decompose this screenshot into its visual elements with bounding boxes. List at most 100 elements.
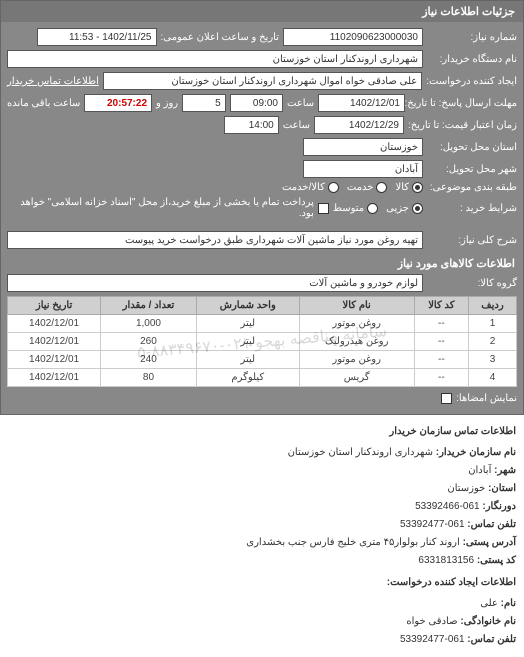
f-zip-label: کد پستی:	[477, 555, 516, 566]
treasury-checkbox[interactable]	[318, 203, 329, 214]
table-cell: --	[414, 333, 468, 351]
table-cell: 1,000	[101, 315, 197, 333]
f-zip: 6331813156	[418, 555, 474, 566]
table-row: 3--روغن موتورلیتر2401402/12/01	[8, 351, 517, 369]
province-field: خوزستان	[303, 138, 423, 156]
f-prov: خوزستان	[447, 483, 485, 494]
footer-section2: اطلاعات ایجاد کننده درخواست:	[8, 574, 516, 592]
valid-time: 14:00	[224, 116, 279, 134]
table-cell: لیتر	[196, 333, 299, 351]
table-header: ردیف	[469, 297, 517, 315]
city-field: آبادان	[303, 160, 423, 178]
buyer-org-label: نام دستگاه خریدار:	[427, 54, 517, 65]
table-cell: روغن هیدرولیک	[299, 333, 414, 351]
table-cell: 2	[469, 333, 517, 351]
radio-minor[interactable]	[412, 203, 423, 214]
subject-type-label: طبقه بندی موضوعی:	[427, 182, 517, 193]
f-fname-label: نام:	[501, 598, 516, 609]
f-fname: علی	[480, 598, 498, 609]
table-cell: 1402/12/01	[8, 369, 101, 387]
f-tel: 061-53392477	[400, 519, 465, 530]
table-header: نام کالا	[299, 297, 414, 315]
f-lname-label: نام خانوادگی:	[460, 616, 516, 627]
f-addr-label: آدرس پستی:	[463, 537, 516, 548]
radio-service-label: خدمت	[347, 182, 374, 193]
group-label: گروه کالا:	[427, 278, 517, 289]
valid-date: 1402/12/29	[314, 116, 404, 134]
panel-title: جزئیات اطلاعات نیاز	[1, 1, 523, 22]
details-panel: جزئیات اطلاعات نیاز شماره نیاز: 11020906…	[0, 0, 524, 415]
table-cell: 80	[101, 369, 197, 387]
signature-checkbox[interactable]	[441, 393, 452, 404]
table-cell: 1402/12/01	[8, 351, 101, 369]
radio-minor-label: جزیی	[386, 203, 409, 214]
table-header: واحد شمارش	[196, 297, 299, 315]
f-city: آبادان	[468, 465, 491, 476]
announce-label: تاریخ و ساعت اعلان عمومی:	[161, 32, 280, 43]
desc-field: تهیه روغن مورد نیاز ماشین آلات شهرداری ط…	[7, 231, 423, 249]
table-cell: 4	[469, 369, 517, 387]
table-cell: --	[414, 351, 468, 369]
treasury-note: پرداخت تمام یا بخشی از مبلغ خرید،از محل …	[7, 197, 314, 219]
goods-section-title: اطلاعات کالاهای مورد نیاز	[7, 253, 517, 274]
req-no-field: 1102090623000030	[283, 28, 423, 46]
goods-table: ردیفکد کالانام کالاواحد شمارشتعداد / مقد…	[7, 296, 517, 387]
table-header: کد کالا	[414, 297, 468, 315]
table-cell: 240	[101, 351, 197, 369]
table-row: 1--روغن موتورلیتر1,0001402/12/01	[8, 315, 517, 333]
days-field: 5	[182, 94, 226, 112]
f-org-label: نام سازمان خریدار:	[436, 447, 516, 458]
city-label: شهر محل تحویل:	[427, 164, 517, 175]
table-cell: گریس	[299, 369, 414, 387]
table-cell: روغن موتور	[299, 351, 414, 369]
table-cell: 3	[469, 351, 517, 369]
f-fax: 061-53392466	[415, 501, 480, 512]
f-tel-label: تلفن تماس:	[467, 519, 516, 530]
table-cell: 1402/12/01	[8, 315, 101, 333]
signature-label: نمایش امضاها:	[456, 393, 517, 404]
footer-contact: اطلاعات تماس سازمان خریدار نام سازمان خر…	[0, 415, 524, 657]
f-tel2: 061-53392477	[400, 634, 465, 645]
radio-service[interactable]	[376, 182, 387, 193]
radio-goods[interactable]	[412, 182, 423, 193]
table-cell: 260	[101, 333, 197, 351]
buy-type-label: شرایط خرید :	[427, 203, 517, 214]
countdown: 20:57:22	[84, 94, 152, 112]
f-addr: اروند کنار بولوار۴۵ متری خلیج فارس جنب ب…	[246, 537, 460, 548]
days-label: روز و	[156, 98, 178, 109]
table-cell: --	[414, 369, 468, 387]
remain-label: ساعت باقی مانده	[7, 98, 80, 109]
f-org: شهرداری اروندکنار استان خوزستان	[288, 447, 433, 458]
deadline-date: 1402/12/01	[318, 94, 405, 112]
table-cell: 1	[469, 315, 517, 333]
table-cell: روغن موتور	[299, 315, 414, 333]
deadline-label: مهلت ارسال پاسخ: تا تاریخ:	[409, 98, 517, 109]
contact-link[interactable]: اطلاعات تماس خریدار	[7, 76, 99, 87]
announce-field: 1402/11/25 - 11:53	[37, 28, 157, 46]
requester-field: علی صادقی خواه اموال شهرداری اروندکنار ا…	[103, 72, 422, 90]
group-field: لوازم خودرو و ماشین آلات	[7, 274, 423, 292]
f-lname: صادقی خواه	[406, 616, 457, 627]
radio-medium-label: متوسط	[333, 203, 364, 214]
buyer-org-field: شهرداری اروندکنار استان خوزستان	[7, 50, 423, 68]
subject-type-group: کالا خدمت کالا/خدمت	[282, 182, 423, 193]
f-city-label: شهر:	[494, 465, 516, 476]
radio-both-label: کالا/خدمت	[282, 182, 325, 193]
buy-type-group: جزیی متوسط	[333, 203, 423, 214]
table-header: تاریخ نیاز	[8, 297, 101, 315]
requester-label: ایجاد کننده درخواست:	[426, 76, 517, 87]
table-row: 2--روغن هیدرولیکلیتر2601402/12/01	[8, 333, 517, 351]
table-cell: 1402/12/01	[8, 333, 101, 351]
f-prov-label: استان:	[488, 483, 516, 494]
valid-label: زمان اعتبار قیمت: تا تاریخ:	[408, 120, 517, 131]
province-label: استان محل تحویل:	[427, 142, 517, 153]
radio-both[interactable]	[328, 182, 339, 193]
f-fax-label: دورنگار:	[482, 501, 516, 512]
radio-medium[interactable]	[367, 203, 378, 214]
time-label-1: ساعت	[287, 98, 314, 109]
table-row: 4--گریسکیلوگرم801402/12/01	[8, 369, 517, 387]
table-wrap: ردیفکد کالانام کالاواحد شمارشتعداد / مقد…	[7, 296, 517, 387]
table-cell: --	[414, 315, 468, 333]
time-label-2: ساعت	[283, 120, 310, 131]
deadline-time: 09:00	[230, 94, 283, 112]
